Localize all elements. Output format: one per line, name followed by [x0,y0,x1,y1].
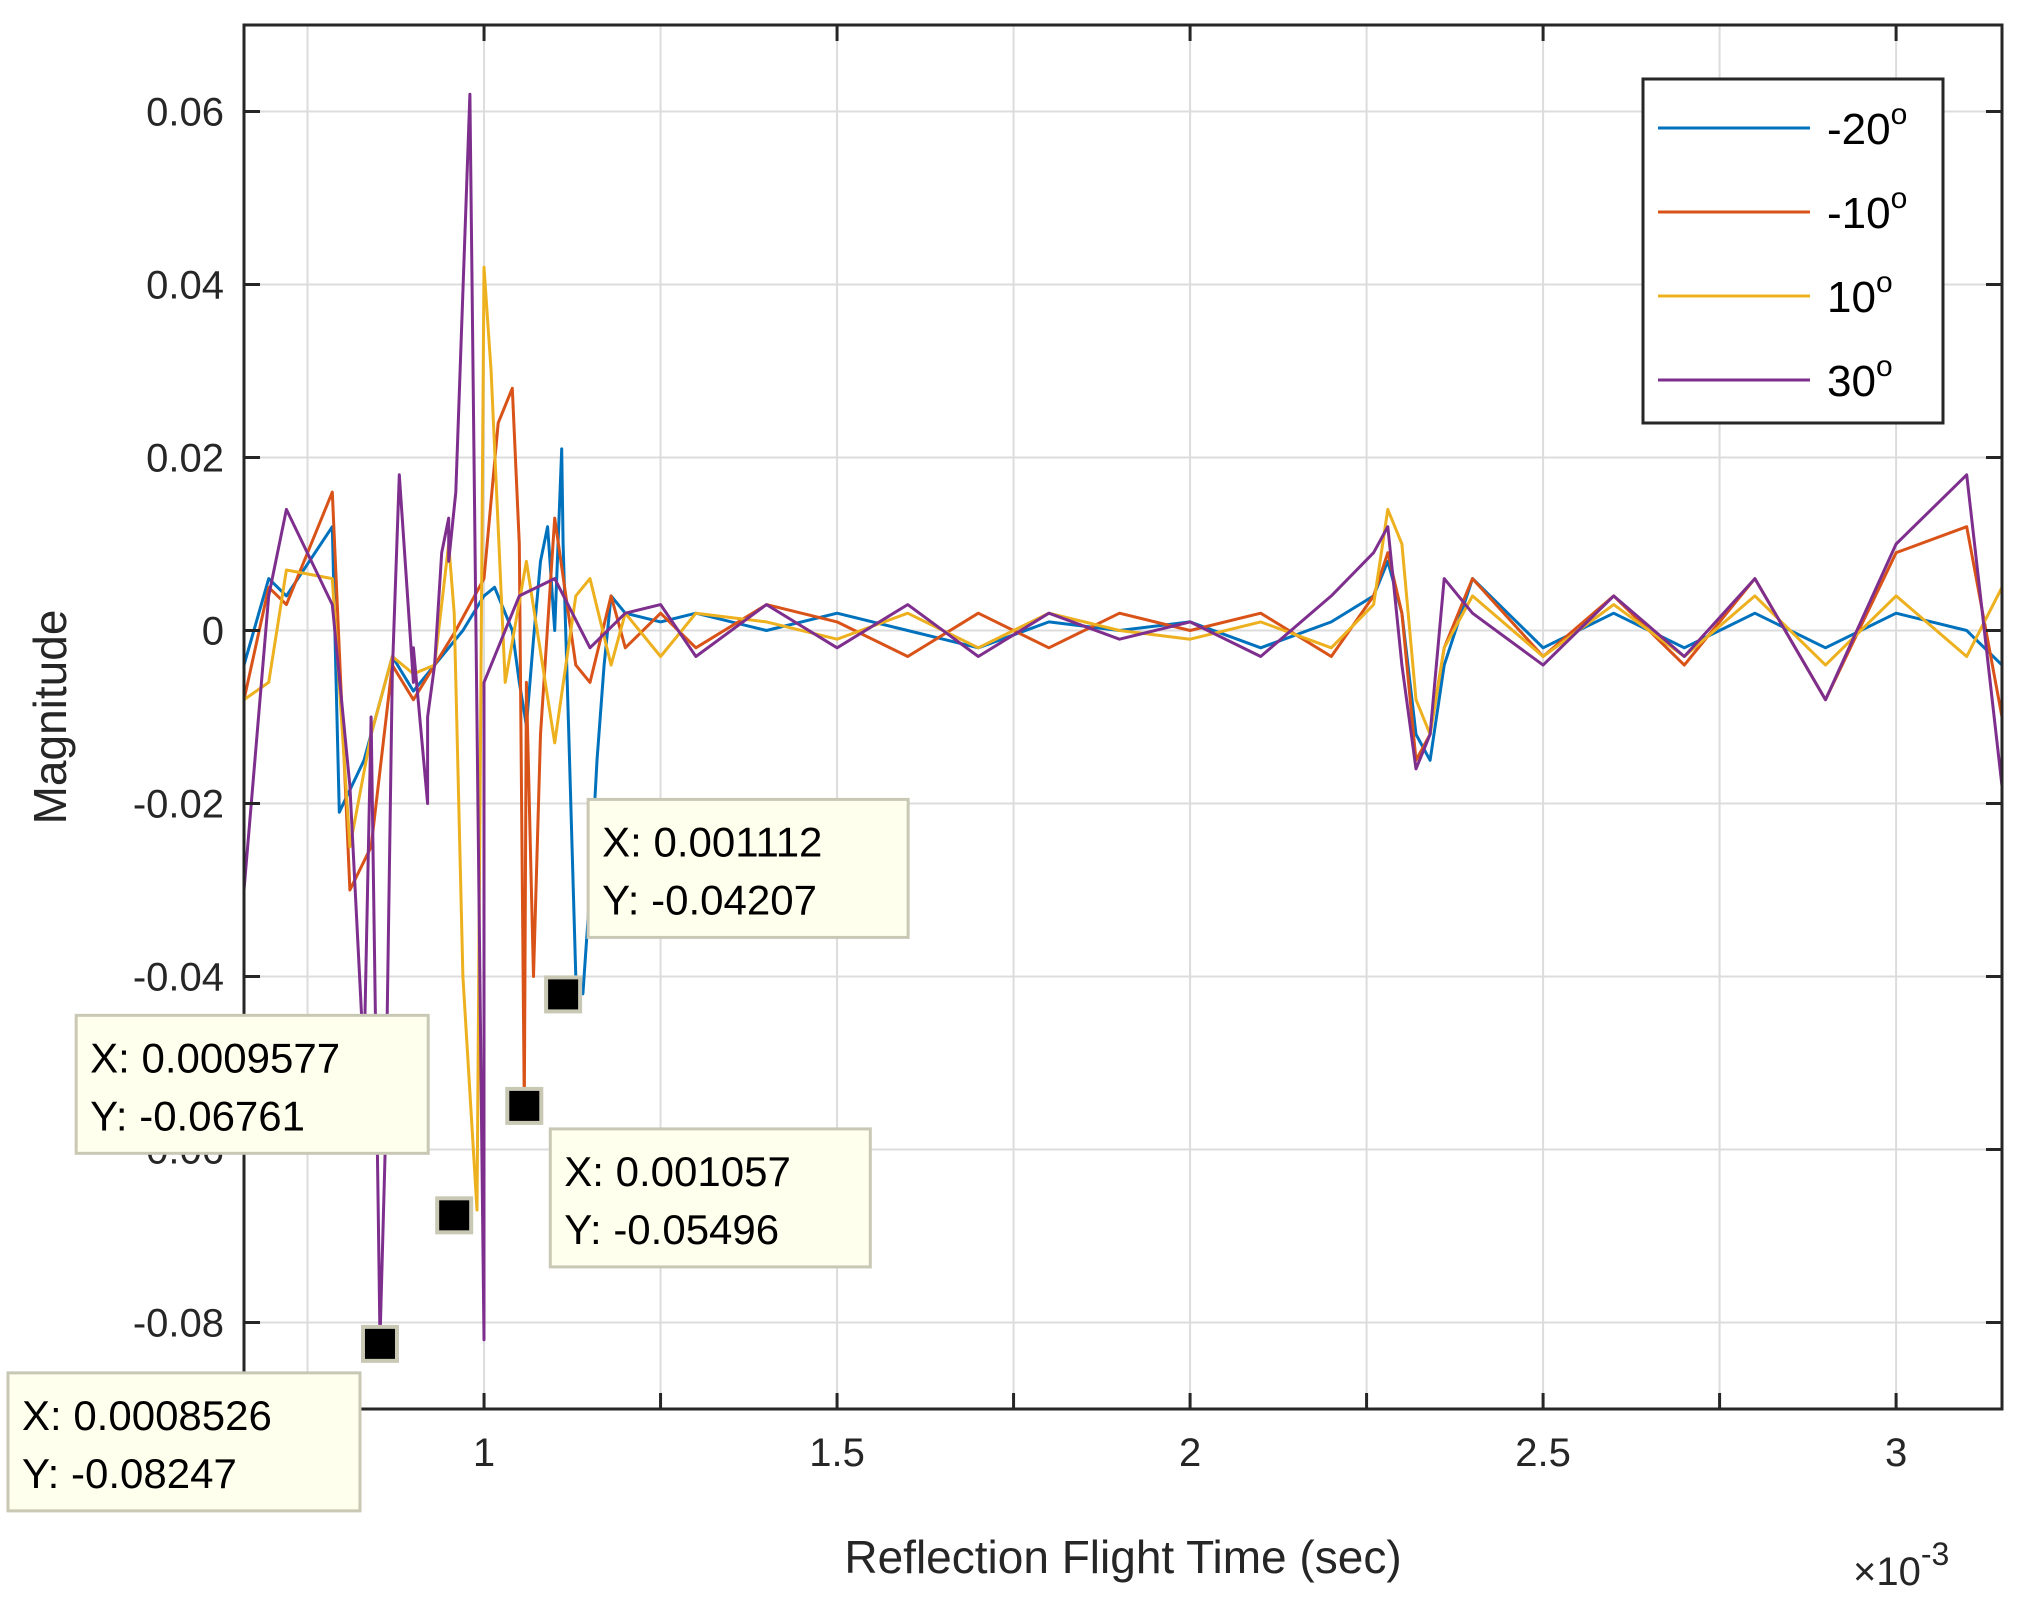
datatip-marker[interactable] [505,1086,544,1125]
datatip-marker[interactable] [544,975,583,1014]
plot-frame [242,23,2004,1411]
y-axis-label: Magnitude [24,610,76,825]
legend-degree: o [1876,266,1893,299]
y-tick-label: -0.04 [133,956,224,1000]
x-tick-label: 2 [1179,1431,1201,1475]
datatip-marker[interactable] [360,1324,399,1363]
x-tick-label: 1 [473,1431,495,1475]
y-tick-label: 0 [202,610,224,654]
legend-degree: o [1891,182,1908,215]
datatip-x-label: X: 0.001112 [602,818,822,865]
legend-degree: o [1876,350,1893,383]
legend-degree: o [1891,98,1908,131]
datatip-box [586,797,910,939]
series-line-2 [244,265,2002,1212]
legend-name: 10 [1827,273,1876,322]
x-scale-base: ×10 [1853,1550,1921,1594]
legend-name: -10 [1827,189,1891,238]
x-tick-label: 2.5 [1515,1431,1571,1475]
y-tick-label: -0.02 [133,783,224,827]
legend-box [1641,77,1945,425]
datatip-y-label: Y: -0.08247 [22,1450,237,1497]
legend-label-0: -20o [1827,98,1907,154]
datatips: X: 0.001112 Y: -0.04207 X: 0.0009577 Y: -0.… [6,797,910,1513]
x-scale-exponent: ×10-3 [1853,1536,1949,1594]
legend-label-1: -10o [1827,182,1907,238]
legend-label-2: 10o [1827,266,1893,322]
y-tick-label: -0.08 [133,1302,224,1346]
datatip-box [6,1371,362,1513]
datatip-box [548,1127,872,1269]
datatip-y-label: Y: -0.06761 [90,1092,305,1139]
y-tick-label: 0.04 [146,264,224,308]
legend-name: -20 [1827,105,1891,154]
y-tick-label: 0.06 [146,91,224,135]
datatip-y-label: Y: -0.05496 [564,1206,779,1253]
datatip-x-label: X: 0.0009577 [90,1034,340,1081]
legend-name: 30 [1827,357,1876,406]
x-tick-label: 3 [1885,1431,1907,1475]
datatip-box [74,1013,430,1155]
x-tick-label: 1.5 [809,1431,865,1475]
datatip-marker[interactable] [435,1196,474,1235]
x-scale-power: -3 [1921,1536,1949,1572]
datatip-x-label: X: 0.0008526 [22,1392,272,1439]
datatip-x-label: X: 0.001057 [564,1148,791,1195]
legend-label-3: 30o [1827,350,1893,406]
x-axis-label: Reflection Flight Time (sec) [844,1531,1401,1583]
y-tick-label: 0.02 [146,437,224,481]
datatip-y-label: Y: -0.04207 [602,876,817,923]
